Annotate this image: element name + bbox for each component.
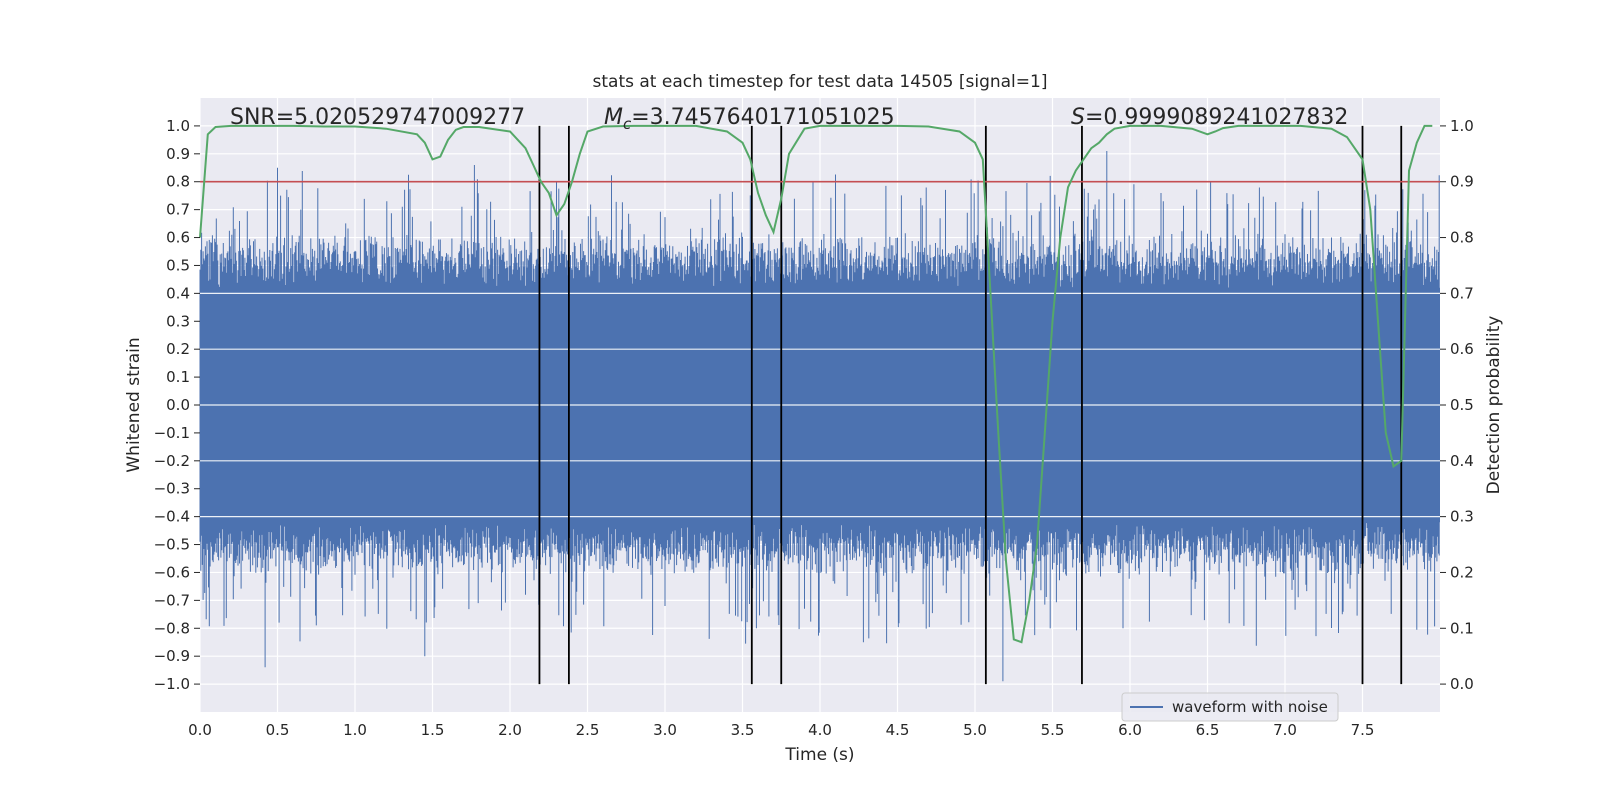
y-tick-label: −0.6 <box>154 563 190 581</box>
y-right-tick-label: 0.5 <box>1450 396 1474 414</box>
y-tick-label: −0.7 <box>154 591 190 609</box>
y-tick-label: −1.0 <box>154 675 190 693</box>
y-tick-label: −0.4 <box>154 508 190 526</box>
y-right-axis-label: Detection probability <box>1484 316 1504 495</box>
y-right-tick-label: 0.3 <box>1450 508 1474 526</box>
detection-probability-series <box>199 124 1433 644</box>
y-tick-label: −0.5 <box>154 536 190 554</box>
x-tick-label: 3.0 <box>653 721 677 739</box>
x-axis-ticks: 0.0 0.5 1.0 1.5 2.0 2.5 3.0 3.5 4.0 4.5 5.0 5.5 6.0 6… <box>188 721 1374 739</box>
y-tick-label: −0.8 <box>154 619 190 637</box>
x-tick-label: 0.5 <box>266 721 290 739</box>
y-tick-label: 1.0 <box>166 117 190 135</box>
x-tick-label: 0.0 <box>188 721 212 739</box>
waveform-series <box>199 151 1440 682</box>
y-tick-label: 0.2 <box>166 340 190 358</box>
x-tick-label: 2.0 <box>498 721 522 739</box>
y-right-tick-label: 0.7 <box>1450 284 1474 302</box>
y-axis-ticks: 1.0 0.9 0.8 0.7 0.6 0.5 0.4 0.3 0.2 0.1 0.0 −0.1 −0.… <box>154 117 200 693</box>
y-right-tick-label: 1.0 <box>1450 117 1474 135</box>
y-right-tick-label: 0.6 <box>1450 340 1474 358</box>
x-tick-label: 1.0 <box>343 721 367 739</box>
x-tick-label: 5.5 <box>1041 721 1065 739</box>
chirp-mass-annotation: Mc=3.7457640171051025 <box>604 105 895 133</box>
chart-title: stats at each timestep for test data 145… <box>593 72 1048 92</box>
x-tick-label: 7.0 <box>1273 721 1297 739</box>
y-right-tick-label: 0.1 <box>1450 619 1474 637</box>
legend: waveform with noise <box>1121 692 1339 722</box>
y-right-tick-label: 0.0 <box>1450 675 1474 693</box>
x-tick-label: 5.0 <box>963 721 987 739</box>
s-symbol: S <box>1071 105 1085 130</box>
x-tick-label: 1.5 <box>421 721 445 739</box>
y-tick-label: −0.3 <box>154 480 190 498</box>
x-tick-label: 4.0 <box>808 721 832 739</box>
y-right-tick-label: 0.2 <box>1450 563 1474 581</box>
y-tick-label: −0.1 <box>154 424 190 442</box>
y-right-axis-ticks: 1.0 0.9 0.8 0.7 0.6 0.5 0.4 0.3 0.2 0.1 0.0 <box>1440 117 1474 693</box>
detection-probability-line <box>199 124 1433 644</box>
s-value: =0.9999089241027832 <box>1085 105 1348 130</box>
vertical-markers <box>538 125 1403 685</box>
s-annotation: S=0.9999089241027832 <box>1071 105 1348 130</box>
x-tick-label: 2.5 <box>576 721 600 739</box>
legend-label: waveform with noise <box>1172 698 1328 716</box>
waveform-line <box>199 151 1440 682</box>
x-tick-label: 7.5 <box>1351 721 1375 739</box>
y-tick-label: 0.5 <box>166 256 190 274</box>
y-tick-label: 0.8 <box>166 173 190 191</box>
y-tick-label: −0.2 <box>154 452 190 470</box>
x-tick-label: 6.0 <box>1118 721 1142 739</box>
y-tick-label: 0.6 <box>166 229 190 247</box>
y-tick-label: −0.9 <box>154 647 190 665</box>
snr-annotation: SNR=5.020529747009277 <box>230 105 525 130</box>
x-tick-label: 6.5 <box>1196 721 1220 739</box>
chirp-mass-symbol: M <box>604 105 623 130</box>
chirp-mass-value: =3.7457640171051025 <box>631 105 894 130</box>
x-axis-label: Time (s) <box>784 745 854 765</box>
y-tick-label: 0.9 <box>166 145 190 163</box>
y-right-tick-label: 0.8 <box>1450 229 1474 247</box>
y-right-tick-label: 0.4 <box>1450 452 1474 470</box>
y-tick-label: 0.3 <box>166 312 190 330</box>
x-tick-label: 3.5 <box>731 721 755 739</box>
y-tick-label: 0.4 <box>166 284 190 302</box>
y-tick-label: 0.1 <box>166 368 190 386</box>
y-right-tick-label: 0.9 <box>1450 173 1474 191</box>
chirp-mass-subscript: c <box>623 115 632 133</box>
y-tick-label: 0.0 <box>166 396 190 414</box>
x-tick-label: 4.5 <box>886 721 910 739</box>
y-axis-label: Whitened strain <box>124 337 144 472</box>
y-tick-label: 0.7 <box>166 201 190 219</box>
legend-box <box>1121 692 1339 722</box>
